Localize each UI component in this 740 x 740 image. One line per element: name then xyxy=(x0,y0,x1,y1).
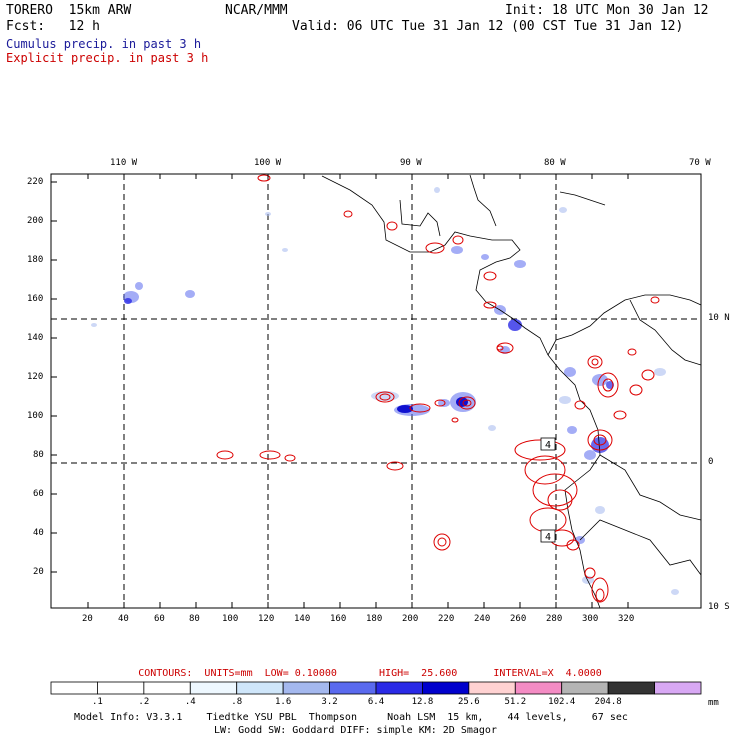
colorbar xyxy=(50,681,702,695)
legend-unit: mm xyxy=(708,698,719,708)
legend-label: 25.6 xyxy=(458,697,480,707)
y-tick-label: 140 xyxy=(27,333,44,343)
x-tick-label: 120 xyxy=(258,614,275,624)
x-tick-label: 40 xyxy=(118,614,129,624)
y-tick-label: 200 xyxy=(27,216,44,226)
coastlines xyxy=(321,174,702,609)
forecast-hour: Fcst: 12 h xyxy=(6,19,100,34)
colorbar-swatch xyxy=(468,681,516,695)
valid-time: Valid: 06 UTC Tue 31 Jan 12 (00 CST Tue … xyxy=(292,19,684,34)
graticule xyxy=(51,174,701,608)
x-tick-label: 20 xyxy=(82,614,93,624)
colorbar-swatch xyxy=(143,681,191,695)
x-tick-label: 160 xyxy=(330,614,347,624)
contour-label-boxes xyxy=(540,437,556,543)
legend-label: 1.6 xyxy=(275,697,292,707)
colorbar-swatch xyxy=(514,681,563,695)
physics-info: LW: Godd SW: Goddard DIFF: simple KM: 2D… xyxy=(214,725,497,736)
y-tick-label: 180 xyxy=(27,255,44,265)
x-tick-label: 140 xyxy=(294,614,311,624)
colorbar-swatch xyxy=(189,681,238,695)
x-tick-label: 300 xyxy=(582,614,599,624)
legend-label: .2 xyxy=(138,697,150,707)
lat-label: 10 N xyxy=(708,313,730,323)
legend-label: 51.2 xyxy=(504,697,527,707)
tick-marks xyxy=(51,174,629,608)
cumulus-label: Cumulus precip. in past 3 h xyxy=(6,37,202,51)
x-tick-label: 240 xyxy=(474,614,491,624)
contours-info: CONTOURS: UNITS=mm LOW= 0.10000 HIGH= 25… xyxy=(138,668,602,679)
colorbar-swatch xyxy=(375,681,423,695)
explicit-label: Explicit precip. in past 3 h xyxy=(6,51,209,65)
y-tick-label: 80 xyxy=(33,450,44,460)
x-tick-label: 320 xyxy=(618,614,635,624)
lon-label: 100 W xyxy=(254,158,282,168)
x-tick-label: 260 xyxy=(510,614,527,624)
colorbar-swatch xyxy=(561,681,609,695)
x-tick-label: 100 xyxy=(222,614,239,624)
lon-label: 70 W xyxy=(689,158,711,168)
contour-label: 4 xyxy=(545,440,551,451)
colorbar-swatch xyxy=(97,681,145,695)
contour-label: 4 xyxy=(545,532,551,543)
legend-label: 6.4 xyxy=(367,697,385,707)
y-tick-label: 100 xyxy=(27,411,44,421)
legend-label: 3.2 xyxy=(321,697,338,707)
lat-label: 0 xyxy=(708,457,714,467)
model-title: TORERO 15km ARW xyxy=(6,3,132,18)
legend-label: .1 xyxy=(92,697,103,707)
lon-label: 110 W xyxy=(110,158,138,168)
colorbar-swatch xyxy=(607,681,655,695)
x-tick-label: 180 xyxy=(366,614,383,624)
x-tick-label: 220 xyxy=(438,614,455,624)
y-tick-label: 220 xyxy=(27,177,44,187)
x-tick-label: 280 xyxy=(546,614,563,624)
org-label: NCAR/MMM xyxy=(225,3,288,18)
init-time: Init: 18 UTC Mon 30 Jan 12 xyxy=(505,3,709,18)
x-tick-label: 200 xyxy=(402,614,419,624)
legend-label: .8 xyxy=(231,697,243,707)
legend-label: 204.8 xyxy=(594,697,622,707)
colorbar-swatch xyxy=(654,681,702,695)
x-tick-label: 80 xyxy=(189,614,200,624)
lat-label: 10 S xyxy=(708,602,730,612)
legend-label: .4 xyxy=(184,697,196,707)
map-frame xyxy=(50,173,702,609)
legend-label: 12.8 xyxy=(411,697,434,707)
y-tick-label: 60 xyxy=(33,489,44,499)
x-tick-label: 60 xyxy=(154,614,165,624)
legend-label: 102.4 xyxy=(548,697,576,707)
y-tick-label: 160 xyxy=(27,294,44,304)
colorbar-swatch xyxy=(50,681,98,695)
lon-label: 80 W xyxy=(544,158,566,168)
y-tick-label: 120 xyxy=(27,372,44,382)
colorbar-swatch xyxy=(236,681,284,695)
y-tick-label: 40 xyxy=(33,528,44,538)
colorbar-swatch xyxy=(329,681,377,695)
model-info: Model Info: V3.3.1 Tiedtke YSU PBL Thomp… xyxy=(74,712,628,723)
colorbar-swatch xyxy=(422,681,470,695)
y-tick-label: 20 xyxy=(33,567,44,577)
colorbar-swatch xyxy=(282,681,330,695)
lon-label: 90 W xyxy=(400,158,422,168)
